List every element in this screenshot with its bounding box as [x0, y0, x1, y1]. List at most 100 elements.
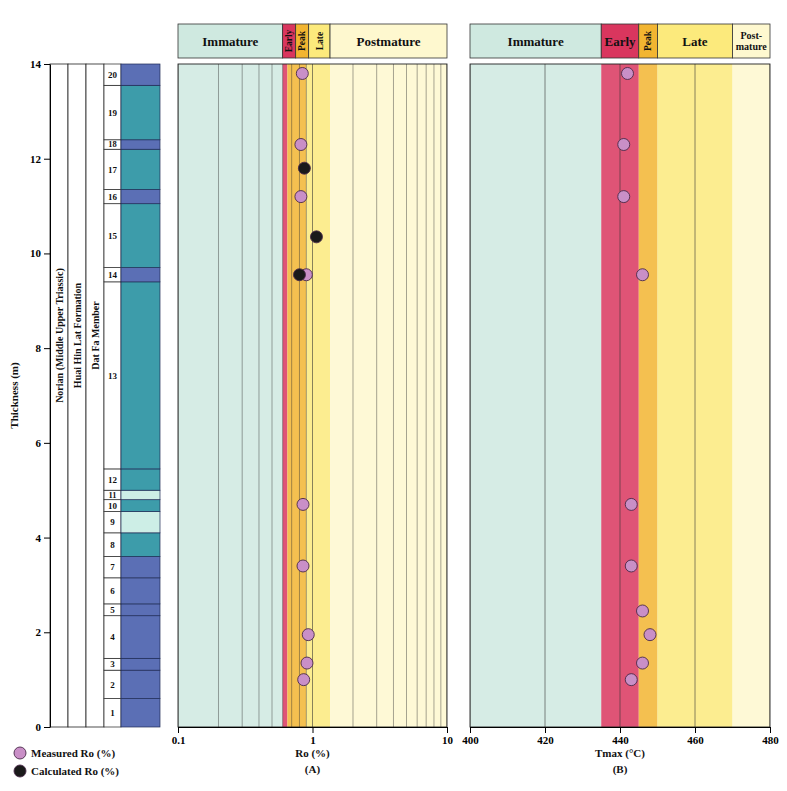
grid-line: [393, 64, 394, 727]
tick-label: 10: [442, 734, 454, 746]
axis-title: Tmax (°C): [595, 747, 645, 760]
bed-number-cell: [104, 512, 121, 533]
bed: [121, 268, 160, 282]
data-point: [622, 67, 634, 79]
bed-label: 3: [110, 659, 115, 669]
tick-mark: [178, 727, 179, 733]
grid-line: [440, 64, 441, 727]
maturity-zone: [330, 64, 447, 727]
header-label: Early: [604, 34, 636, 49]
data-point: [298, 162, 310, 174]
bed-label: 2: [110, 680, 115, 690]
panel: 0.1110Ro (%)(A)ImmatureEarlyPeakLatePost…: [172, 24, 454, 776]
bed-number-cell: [104, 149, 121, 189]
x-axis: 0.1 1 10: [172, 727, 454, 746]
header-label: Post-mature: [736, 30, 767, 52]
maturity-zone: [658, 64, 733, 727]
plot-frame: [470, 64, 770, 727]
bed-number-cell: [104, 140, 121, 149]
bed-label: 14: [108, 270, 118, 280]
bed-number-cell: [104, 85, 121, 139]
bed-label: 1: [110, 708, 115, 718]
maturity-zone: [601, 64, 639, 727]
unit-label: Dat Fa Member: [90, 301, 101, 370]
tick: 1: [310, 727, 316, 746]
bed-label: 13: [108, 371, 118, 381]
x-axis: 400420440460480: [462, 727, 779, 746]
tick-mark: [470, 727, 471, 733]
data-point: [637, 269, 649, 281]
grid-line: [258, 64, 259, 727]
grid-line: [242, 64, 243, 727]
data-point: [618, 139, 630, 151]
panel: 400420440460480Tmax (°C)(B)ImmatureEarly…: [462, 24, 779, 776]
data-point: [625, 498, 637, 510]
axis-title: Thickness (m): [8, 362, 21, 429]
tick-label: 8: [36, 342, 42, 354]
stratigraphic-column: Norian (Middle Upper Triassic)Huai Hin L…: [50, 64, 160, 727]
panel-label: (B): [613, 763, 628, 776]
bed-number-cell: [104, 282, 121, 469]
grid-line: [352, 64, 353, 727]
bed: [121, 149, 160, 189]
axis-title: Ro (%): [295, 747, 330, 760]
bed-number-cell: [104, 490, 121, 499]
grid-line: [312, 64, 313, 727]
grid-line: [433, 64, 434, 727]
tick-mark: [695, 727, 696, 733]
maturity-zone: [733, 64, 771, 727]
tick-mark: [44, 443, 50, 444]
tick-label: 4: [36, 532, 42, 544]
tick: 0: [36, 721, 51, 733]
bed: [121, 604, 160, 616]
data-point: [302, 629, 314, 641]
unit-strip: [68, 64, 86, 727]
grid-line: [282, 64, 283, 727]
bed-number-cell: [104, 658, 121, 670]
data-point: [625, 560, 637, 572]
bed: [121, 500, 160, 512]
grid-line: [376, 64, 377, 727]
bed-number-cell: [104, 533, 121, 557]
tick-label: 12: [30, 153, 42, 165]
tick-label: 0.1: [172, 734, 186, 746]
header-label: Peak: [643, 30, 653, 51]
bed-number-cell: [104, 204, 121, 268]
tick-mark: [44, 348, 50, 349]
bed-label: 5: [110, 605, 115, 615]
tick: 420: [537, 727, 554, 746]
data-point: [293, 269, 305, 281]
grid-line: [545, 64, 546, 727]
bed-label: 7: [110, 562, 115, 572]
unit-strip: [86, 64, 104, 727]
tick: 480: [762, 727, 779, 746]
tick-mark: [44, 253, 50, 254]
tick-label: 14: [30, 58, 42, 70]
header-cell: [601, 24, 639, 58]
tick: 0.1: [172, 727, 186, 746]
tick-label: 420: [537, 734, 554, 746]
header-cell: [283, 24, 296, 58]
tick: 6: [36, 437, 51, 449]
data-point: [295, 139, 307, 151]
header-label: Postmature: [356, 34, 420, 49]
maturity-zone: [470, 64, 601, 727]
bed: [121, 512, 160, 533]
header-label: Immature: [508, 34, 564, 49]
tick: 14: [30, 58, 50, 70]
unit-label: Huai Hin Lat Formation: [72, 282, 83, 388]
bed: [121, 140, 160, 149]
tick: 10: [30, 247, 50, 259]
tick-label: 6: [36, 437, 42, 449]
maturity-zone: [306, 64, 330, 727]
data-point: [297, 560, 309, 572]
zones: [178, 64, 447, 727]
tick-mark: [770, 727, 771, 733]
bed-number-cell: [104, 604, 121, 616]
bed: [121, 204, 160, 268]
bed: [121, 85, 160, 139]
tick: 460: [687, 727, 704, 746]
tick-label: 10: [30, 247, 42, 259]
bed-number-cell: [104, 699, 121, 727]
bed-label: 8: [110, 540, 115, 550]
